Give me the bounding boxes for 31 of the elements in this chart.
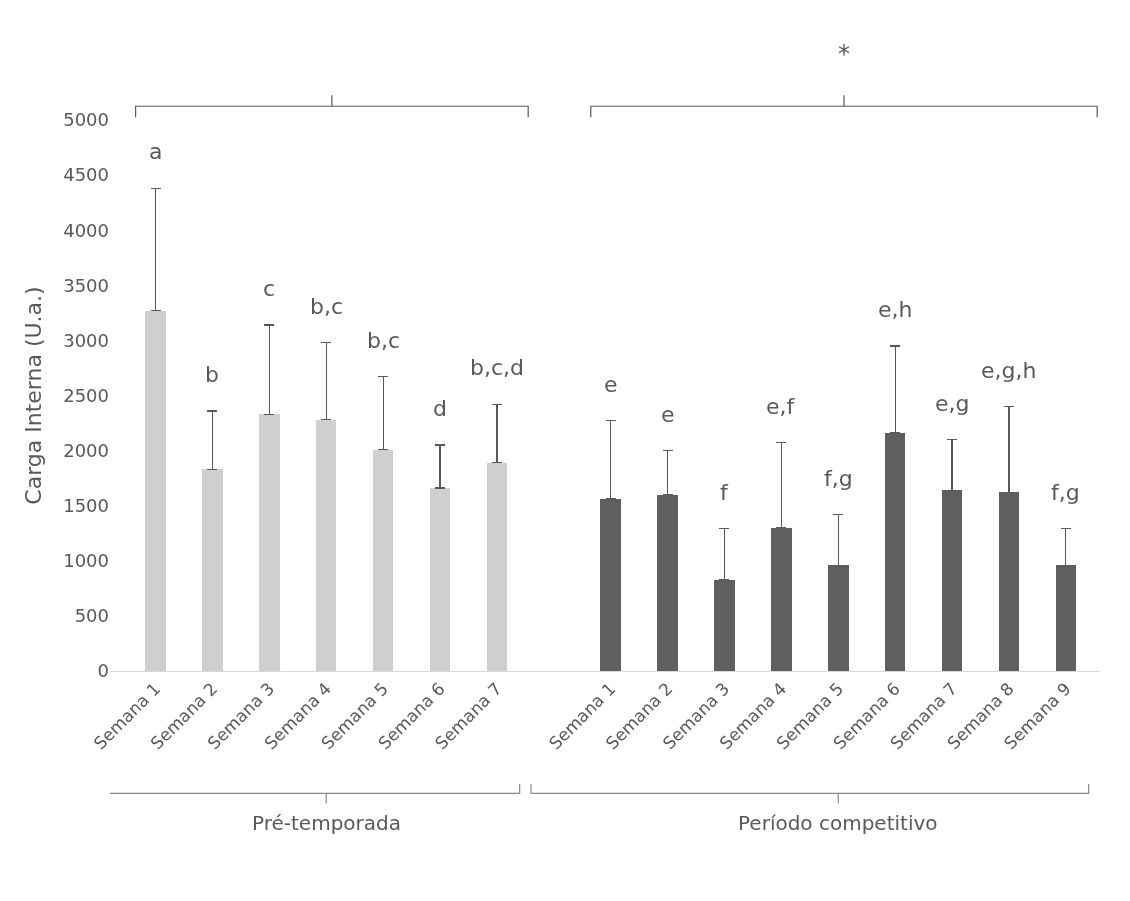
y-tick-label: 1500 [63, 495, 109, 516]
y-axis-title: Carga Interna (U.a.) [20, 286, 46, 505]
y-tick-label: 2500 [63, 384, 109, 406]
y-tick-label: 0 [97, 660, 109, 682]
annotation: c [263, 276, 276, 301]
annotation: b [205, 362, 219, 387]
y-tick-label: 500 [74, 605, 109, 627]
annotation: e,h [878, 297, 913, 322]
y-tick-label: 2000 [63, 439, 109, 461]
annotation: d [433, 396, 447, 421]
annotation: e [661, 402, 675, 427]
annotation: b,c [367, 328, 401, 353]
annotation: f [720, 480, 729, 505]
annotation: e,g [935, 391, 970, 416]
annotation: f,g [824, 466, 853, 491]
text: Pré-temporada [252, 811, 402, 835]
annotation: b,c [310, 294, 344, 319]
y-tick-label: 4500 [63, 164, 109, 186]
y-tick-label: 4000 [63, 219, 109, 241]
annotation: e [604, 372, 618, 397]
text: * [838, 40, 850, 68]
y-tick-label: 5000 [63, 109, 109, 131]
annotation: f,g [1051, 480, 1080, 505]
y-tick-label: 3500 [63, 274, 109, 296]
text: Período competitivo [738, 811, 938, 835]
annotation: b,c,d [470, 355, 525, 380]
y-tick-label: 3000 [63, 329, 109, 351]
annotation: e,f [766, 394, 796, 419]
y-tick-label: 1000 [63, 550, 109, 572]
annotation: e,g,h [981, 358, 1037, 383]
annotation: a [149, 139, 163, 164]
